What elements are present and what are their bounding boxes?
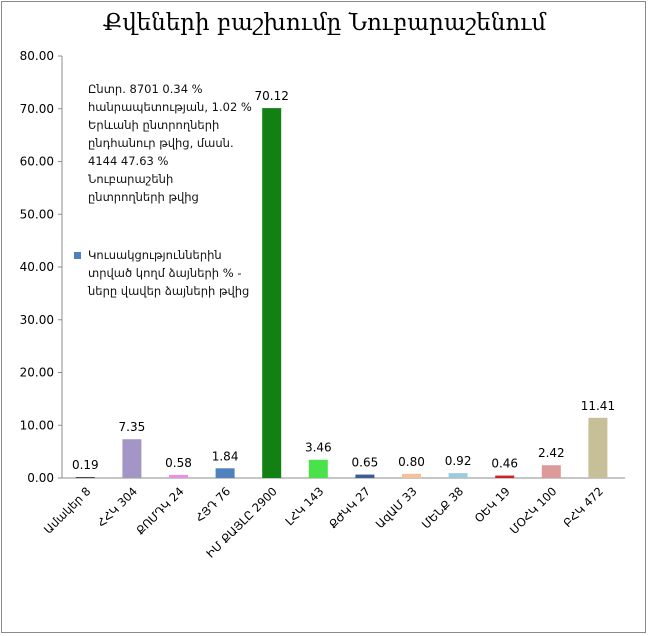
bar (402, 473, 421, 478)
data-label: 0.65 (352, 456, 379, 470)
data-label: 0.46 (491, 457, 518, 471)
bar (308, 459, 328, 478)
legend-swatch (74, 252, 81, 259)
bar (541, 465, 561, 478)
data-label: 0.19 (72, 458, 99, 472)
chart-legend: Կուսակցություններին տրված կողմ ձայների %… (74, 246, 259, 300)
y-tick-label: 30.00 (20, 313, 54, 327)
y-tick-label: 40.00 (20, 260, 54, 274)
data-label: 1.84 (212, 449, 239, 463)
bar (215, 468, 235, 478)
bar (262, 108, 282, 478)
x-tick-label: ԱզԱՄ 33 (373, 484, 420, 531)
x-tick-label: ՔԺԿԿ 27 (326, 484, 373, 531)
data-label: 7.35 (119, 420, 146, 434)
data-label: 11.41 (581, 399, 615, 413)
bar (169, 474, 188, 478)
x-tick-label: ՄԵՆՔ 38 (419, 484, 466, 531)
x-tick-label: Ամակեր 8 (41, 484, 93, 536)
bar (122, 439, 142, 478)
data-label: 0.92 (445, 454, 472, 468)
data-label: 2.42 (538, 446, 565, 460)
x-tick-label: ԲՀԿ 472 (560, 484, 606, 530)
y-tick-label: 80.00 (20, 49, 54, 63)
y-tick-label: 10.00 (20, 418, 54, 432)
data-label: 3.46 (305, 441, 332, 455)
bar (495, 475, 515, 478)
legend-label: Կուսակցություններին տրված կողմ ձայների %… (88, 248, 250, 298)
y-tick-label: 0.00 (27, 471, 54, 485)
x-tick-label: ՄՕՀԿ 100 (507, 484, 560, 537)
data-label: 0.58 (165, 456, 192, 470)
bar (588, 417, 608, 478)
x-tick-label: ՀՅԴ 76 (193, 484, 234, 525)
y-tick-label: 50.00 (20, 207, 54, 221)
x-tick-label: ԼՀԿ 143 (282, 484, 326, 528)
chart-title: Քվեների բաշխումը Նուբարաշենում (102, 10, 547, 36)
data-label: 0.80 (398, 455, 425, 469)
bar (75, 476, 95, 478)
x-tick-label: ՕԵԿ 19 (472, 484, 513, 525)
y-tick-label: 60.00 (20, 155, 54, 169)
x-tick-label: ՔՈՄԴԿ 24 (133, 484, 186, 537)
y-tick-label: 20.00 (20, 366, 54, 380)
bar (355, 474, 375, 478)
x-tick-label: ՀՀԿ 304 (94, 484, 140, 530)
bar (448, 473, 468, 478)
y-tick-label: 70.00 (20, 102, 54, 116)
data-label: 70.12 (255, 89, 289, 103)
turnout-annotation: Ընտր. 8701 0.34 % հանրապետության, 1.02 %… (88, 82, 252, 204)
